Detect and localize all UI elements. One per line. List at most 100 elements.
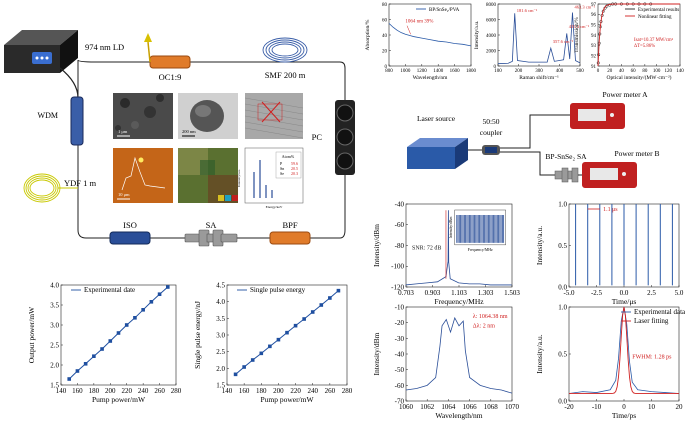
smf-coil	[262, 37, 308, 63]
absorption-xtick-label: 1800	[466, 69, 477, 74]
raman-ytick-label: 6000	[486, 18, 497, 23]
coupler-component	[482, 145, 500, 155]
tem-scale-label: 200 nm	[182, 129, 196, 134]
rf_spectrum-ytick-label: -40	[395, 200, 405, 208]
pulse_train-ytick-label: 1.0	[558, 200, 567, 208]
pulse_energy-xtick-label: 220	[290, 387, 301, 395]
rf_spectrum-series-line	[405, 210, 512, 286]
rf_spectrum-xtick-label: 1.103	[451, 289, 467, 297]
transmission-fit-line	[597, 3, 680, 67]
output_power-x-axis-label: Pump power/mW	[92, 395, 146, 404]
chart-optical_spectrum: 1060 1062 1064 1066 1068 1070 -70 -60 -50 -40 -30 -…	[372, 303, 520, 420]
output_power-ytick-label: 3.5	[50, 301, 59, 309]
output_power-legend-label: Experimental date	[84, 286, 135, 294]
output_power-data-point	[108, 339, 113, 343]
pulse_energy-xtick-label: 240	[307, 387, 318, 395]
output_power-data-point	[133, 316, 137, 320]
chart-transmission: 0 20 40 60 80 100 120 140 91 92 93 94 95 96 97 Optical …	[574, 2, 684, 81]
pulse_train-xtick-label: -5.0	[563, 289, 575, 297]
pc-component	[335, 100, 355, 175]
laser-source-box	[407, 138, 468, 169]
pulse_energy-data-point	[259, 351, 264, 356]
output_power-ytick-label: 2.0	[50, 361, 59, 369]
rf_spectrum-xtick-label: 0.703	[398, 289, 414, 297]
rf_spectrum-xtick-label: 1.503	[504, 289, 520, 297]
transmission-annotation-dt: ΔT=5.86%	[634, 44, 655, 49]
chart-pulse_energy: 140 160 180 200 220 240 260 280 1.5 2.0 2.5 3.0 3.5 4…	[193, 281, 353, 404]
eds-y-label: Intensity/a.u.	[237, 169, 241, 187]
raman-peak-label: 181.6 cm⁻¹	[517, 8, 538, 13]
pulse_train-x-axis-label: Time/μs	[612, 297, 637, 306]
rf_spectrum-ytick-label: -60	[395, 221, 405, 229]
rf_spectrum-inset-y-label: Intensity/dBm	[449, 217, 453, 239]
autocorrelation-ytick-label: 1.0	[558, 303, 567, 311]
pulse_energy-ytick-label: 3.0	[216, 331, 225, 339]
raman-ytick-label: 0	[494, 65, 497, 70]
pulse_energy-data-point	[233, 372, 238, 377]
rf_spectrum-inset-frame	[454, 209, 506, 246]
pulse_energy-ytick-label: 1.5	[216, 381, 225, 389]
chart-autocorrelation: -20 -10 0 10 20 0.0 0.5 1.0 Time/ps Intensity/a.u…	[535, 303, 685, 420]
optical_spectrum-xtick-label: 1066	[463, 403, 478, 411]
eds-x-label: Energy/keV	[266, 205, 283, 209]
absorption-xtick-label: 1600	[450, 69, 461, 74]
transmission-xtick-label: 120	[665, 69, 673, 74]
absorption-xtick-label: 800	[385, 69, 393, 74]
autocorrelation-annotation: FWHM: 1.28 ps	[632, 355, 672, 361]
raman-x-axis-label: Raman shift/cm⁻¹	[519, 74, 559, 81]
autocorrelation-xtick-label: -20	[564, 403, 574, 411]
eds-element-se: Se	[280, 171, 284, 176]
transmission-ytick-label: 96	[591, 13, 597, 18]
absorption-series-line	[388, 23, 472, 47]
pulse_train-xtick-label: -2.5	[591, 289, 603, 297]
output_power-ytick-label: 2.5	[50, 341, 59, 349]
pulse_energy-xtick-label: 180	[256, 387, 267, 395]
pc-label: PC	[312, 132, 323, 142]
laser-setup: 974 nm LD WDM YDF 1 m OC1:9 SMF	[4, 30, 355, 247]
autocorrelation-ytick-label: 0.5	[558, 350, 567, 358]
raman-y-axis-label: Intensity/a.u.	[474, 20, 480, 49]
output_power-xtick-label: 140	[56, 387, 67, 395]
pulse_energy-xtick-label: 280	[342, 387, 353, 395]
pulse_train-xtick-label: 5.0	[675, 289, 684, 297]
autocorrelation-legend-label: Experimental data	[634, 308, 685, 316]
raman-series-line	[497, 12, 581, 65]
rf_spectrum-xtick-label: 0.903	[425, 289, 441, 297]
absorption-annotation: 1064 nm 39%	[405, 20, 433, 25]
absorption-ytick-label: 0	[385, 65, 388, 70]
absorption-legend-label: BP/SnSe₂/PVA	[429, 8, 460, 13]
absorption-ytick-label: 60	[382, 18, 388, 23]
sa-sample-label: BP-SnSe₂ SA	[545, 152, 587, 161]
optical_spectrum-ytick-label: -20	[395, 319, 405, 327]
pump-ld-box	[4, 30, 78, 73]
raman-xtick-label: 100	[494, 69, 502, 74]
pulse_energy-data-point	[319, 303, 324, 307]
output_power-data-point	[124, 323, 129, 327]
eds-element-sn: Sn	[280, 166, 284, 171]
autocorrelation-ytick-label: 0.0	[558, 397, 567, 405]
transmission-legend-label: Experimental results	[638, 8, 679, 13]
transmission-x-axis-label: Optical intensity/(MW·cm⁻²)	[607, 74, 672, 81]
autocorrelation-y-axis-label: Intensity/a.u.	[535, 334, 544, 373]
pulse_energy-data-point	[285, 330, 289, 335]
optical_spectrum-xtick-label: 1064	[441, 403, 456, 411]
pulse_energy-data-point	[276, 337, 281, 342]
bpf-component	[269, 231, 311, 245]
laser-source-label-1: Laser source	[417, 114, 456, 123]
optical-scale-label: 10 μm	[118, 192, 130, 197]
optical_spectrum-xtick-label: 1060	[399, 403, 414, 411]
optical_spectrum-xtick-label: 1062	[420, 403, 435, 411]
ydf-label: YDF 1 m	[64, 178, 97, 188]
output_power-y-axis-label: Output power/mW	[27, 306, 36, 363]
raman-plot-frame	[497, 3, 581, 67]
optical_spectrum-y-axis-label: Intensity/dBm	[372, 332, 381, 375]
raman-peak-label: 357.6 cm⁻¹	[553, 39, 574, 44]
output_power-xtick-label: 180	[89, 387, 100, 395]
wdm-label: WDM	[38, 111, 58, 120]
pulse_energy-x-axis-label: Pump power/mW	[260, 395, 314, 404]
iso-label: ISO	[123, 220, 137, 230]
optical_spectrum-series-line	[405, 316, 513, 394]
raman-peak-label: 463.3 cm⁻¹	[574, 5, 595, 10]
pulse_energy-data-point	[328, 296, 332, 300]
